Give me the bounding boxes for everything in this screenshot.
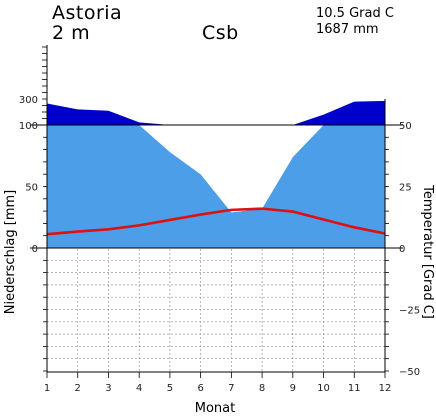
humid-area	[47, 125, 385, 248]
x-tick-label: 6	[197, 383, 203, 394]
left-tick-label: 100	[19, 121, 38, 132]
x-axis-label: Monat	[195, 401, 235, 416]
x-tick-label: 5	[167, 383, 173, 394]
temperature-line	[46, 207, 386, 236]
precipitation-areas	[46, 100, 386, 248]
axes	[30, 45, 403, 378]
dry-gap-area	[47, 125, 385, 213]
x-tick-label: 11	[348, 383, 361, 394]
x-tick-label: 9	[290, 383, 296, 394]
x-tick-label: 3	[105, 383, 111, 394]
station-elevation: 2 m	[52, 22, 91, 44]
y-axis-label-left: Niederschlag [mm]	[3, 190, 18, 315]
right-tick-label: −50	[399, 367, 420, 378]
x-tick-label: 1	[44, 383, 50, 394]
left-tick-label: 50	[25, 183, 38, 194]
x-tick-label: 4	[136, 383, 142, 394]
right-tick-label: −25	[399, 306, 420, 317]
climate-class: Csb	[202, 22, 239, 44]
y-axis-label-right: Temperatur [Grad C]	[420, 184, 435, 319]
right-tick-label: 25	[399, 183, 412, 194]
x-tick-label: 12	[379, 383, 392, 394]
right-tick-label: 0	[399, 244, 405, 255]
x-tick-label: 8	[259, 383, 265, 394]
temperature-line-layer	[46, 207, 386, 236]
station-name: Astoria	[52, 2, 123, 24]
x-tick-label: 7	[228, 383, 234, 394]
x-tick-label: 10	[317, 383, 330, 394]
left-tick-label: 300	[19, 95, 38, 106]
mean-temperature: 10.5 Grad C	[316, 6, 394, 21]
right-tick-label: 50	[399, 121, 412, 132]
left-tick-label: 0	[32, 244, 38, 255]
x-tick-label: 2	[75, 383, 81, 394]
superhumid-area	[47, 100, 385, 125]
annual-precipitation: 1687 mm	[316, 22, 379, 37]
